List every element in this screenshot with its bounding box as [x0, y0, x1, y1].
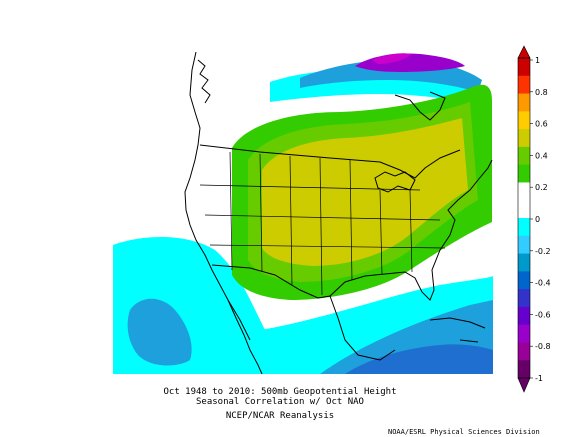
colorbar-label: 0.6 — [535, 120, 548, 129]
colorbar-swatch — [518, 324, 530, 343]
map-subtitle: Seasonal Correlation w/ Oct NAO — [196, 397, 364, 407]
map-title: Oct 1948 to 2010: 500mb Geopotential Hei… — [163, 387, 397, 397]
west-coastline — [184, 51, 263, 375]
east-coastline — [447, 159, 493, 236]
credit-text: NOAA/ESRL Physical Sciences Division — [388, 428, 540, 436]
colorbar-label: -0.2 — [535, 247, 551, 256]
colorbar-swatch — [518, 58, 530, 77]
colorbar-label: 1 — [535, 56, 540, 65]
colorbar-swatch — [518, 360, 530, 379]
colorbar-swatch — [518, 182, 530, 201]
colorbar-label: 0.2 — [535, 183, 548, 192]
colorbar-label: 0.4 — [535, 151, 548, 160]
colorbar-label: -0.4 — [535, 279, 551, 288]
map-panel — [113, 52, 493, 374]
colorbar-swatch — [518, 253, 530, 272]
gulf-coast — [329, 234, 451, 301]
canada-us-border — [199, 144, 461, 179]
colorbar-label: -1 — [535, 374, 543, 383]
yellowgreen-region — [262, 118, 468, 266]
hudson-bay — [394, 91, 446, 121]
great-lakes — [374, 171, 416, 193]
colorbar-arrow-bottom — [517, 377, 531, 393]
colorbar-label: 0 — [535, 215, 540, 224]
colorbar-swatch — [518, 271, 530, 290]
colorbar-label: -0.8 — [535, 342, 551, 351]
baja-peninsula — [227, 299, 251, 341]
colorbar-swatch — [518, 93, 530, 112]
colorbar-swatch — [518, 129, 530, 148]
blue-region-west — [127, 298, 192, 366]
us-mexico-border — [211, 264, 331, 299]
colorbar: 1 0.8 0.6 0.4 0.2 0 -0.2 -0.4 -0.6 -0.8 -1 — [517, 45, 551, 393]
colorbar-swatch — [518, 200, 530, 219]
colorbar-swatch — [518, 164, 530, 183]
colorbar-swatch — [518, 342, 530, 361]
colorbar-swatch — [518, 75, 530, 95]
colorbar-label: -0.6 — [535, 310, 551, 319]
colorbar-swatch — [518, 306, 530, 326]
magenta-region-north — [372, 53, 412, 64]
colorbar-swatch — [518, 111, 530, 130]
mexico-coast — [329, 295, 396, 361]
data-source: NCEP/NCAR Reanalysis — [225, 411, 335, 421]
caribbean-islands — [429, 317, 486, 343]
colorbar-swatch — [518, 146, 530, 166]
darkblue-region-south — [345, 344, 493, 374]
colorbar-arrow-top — [517, 45, 531, 59]
colorbar-frame — [517, 57, 531, 379]
colorbar-swatch — [518, 289, 530, 308]
state-lines — [199, 151, 446, 296]
colorbar-label: 0.8 — [535, 88, 548, 97]
alaska-coast — [197, 59, 211, 104]
colorbar-swatch — [518, 235, 530, 255]
colorbar-swatch — [518, 218, 530, 237]
map-outlines — [184, 51, 493, 375]
